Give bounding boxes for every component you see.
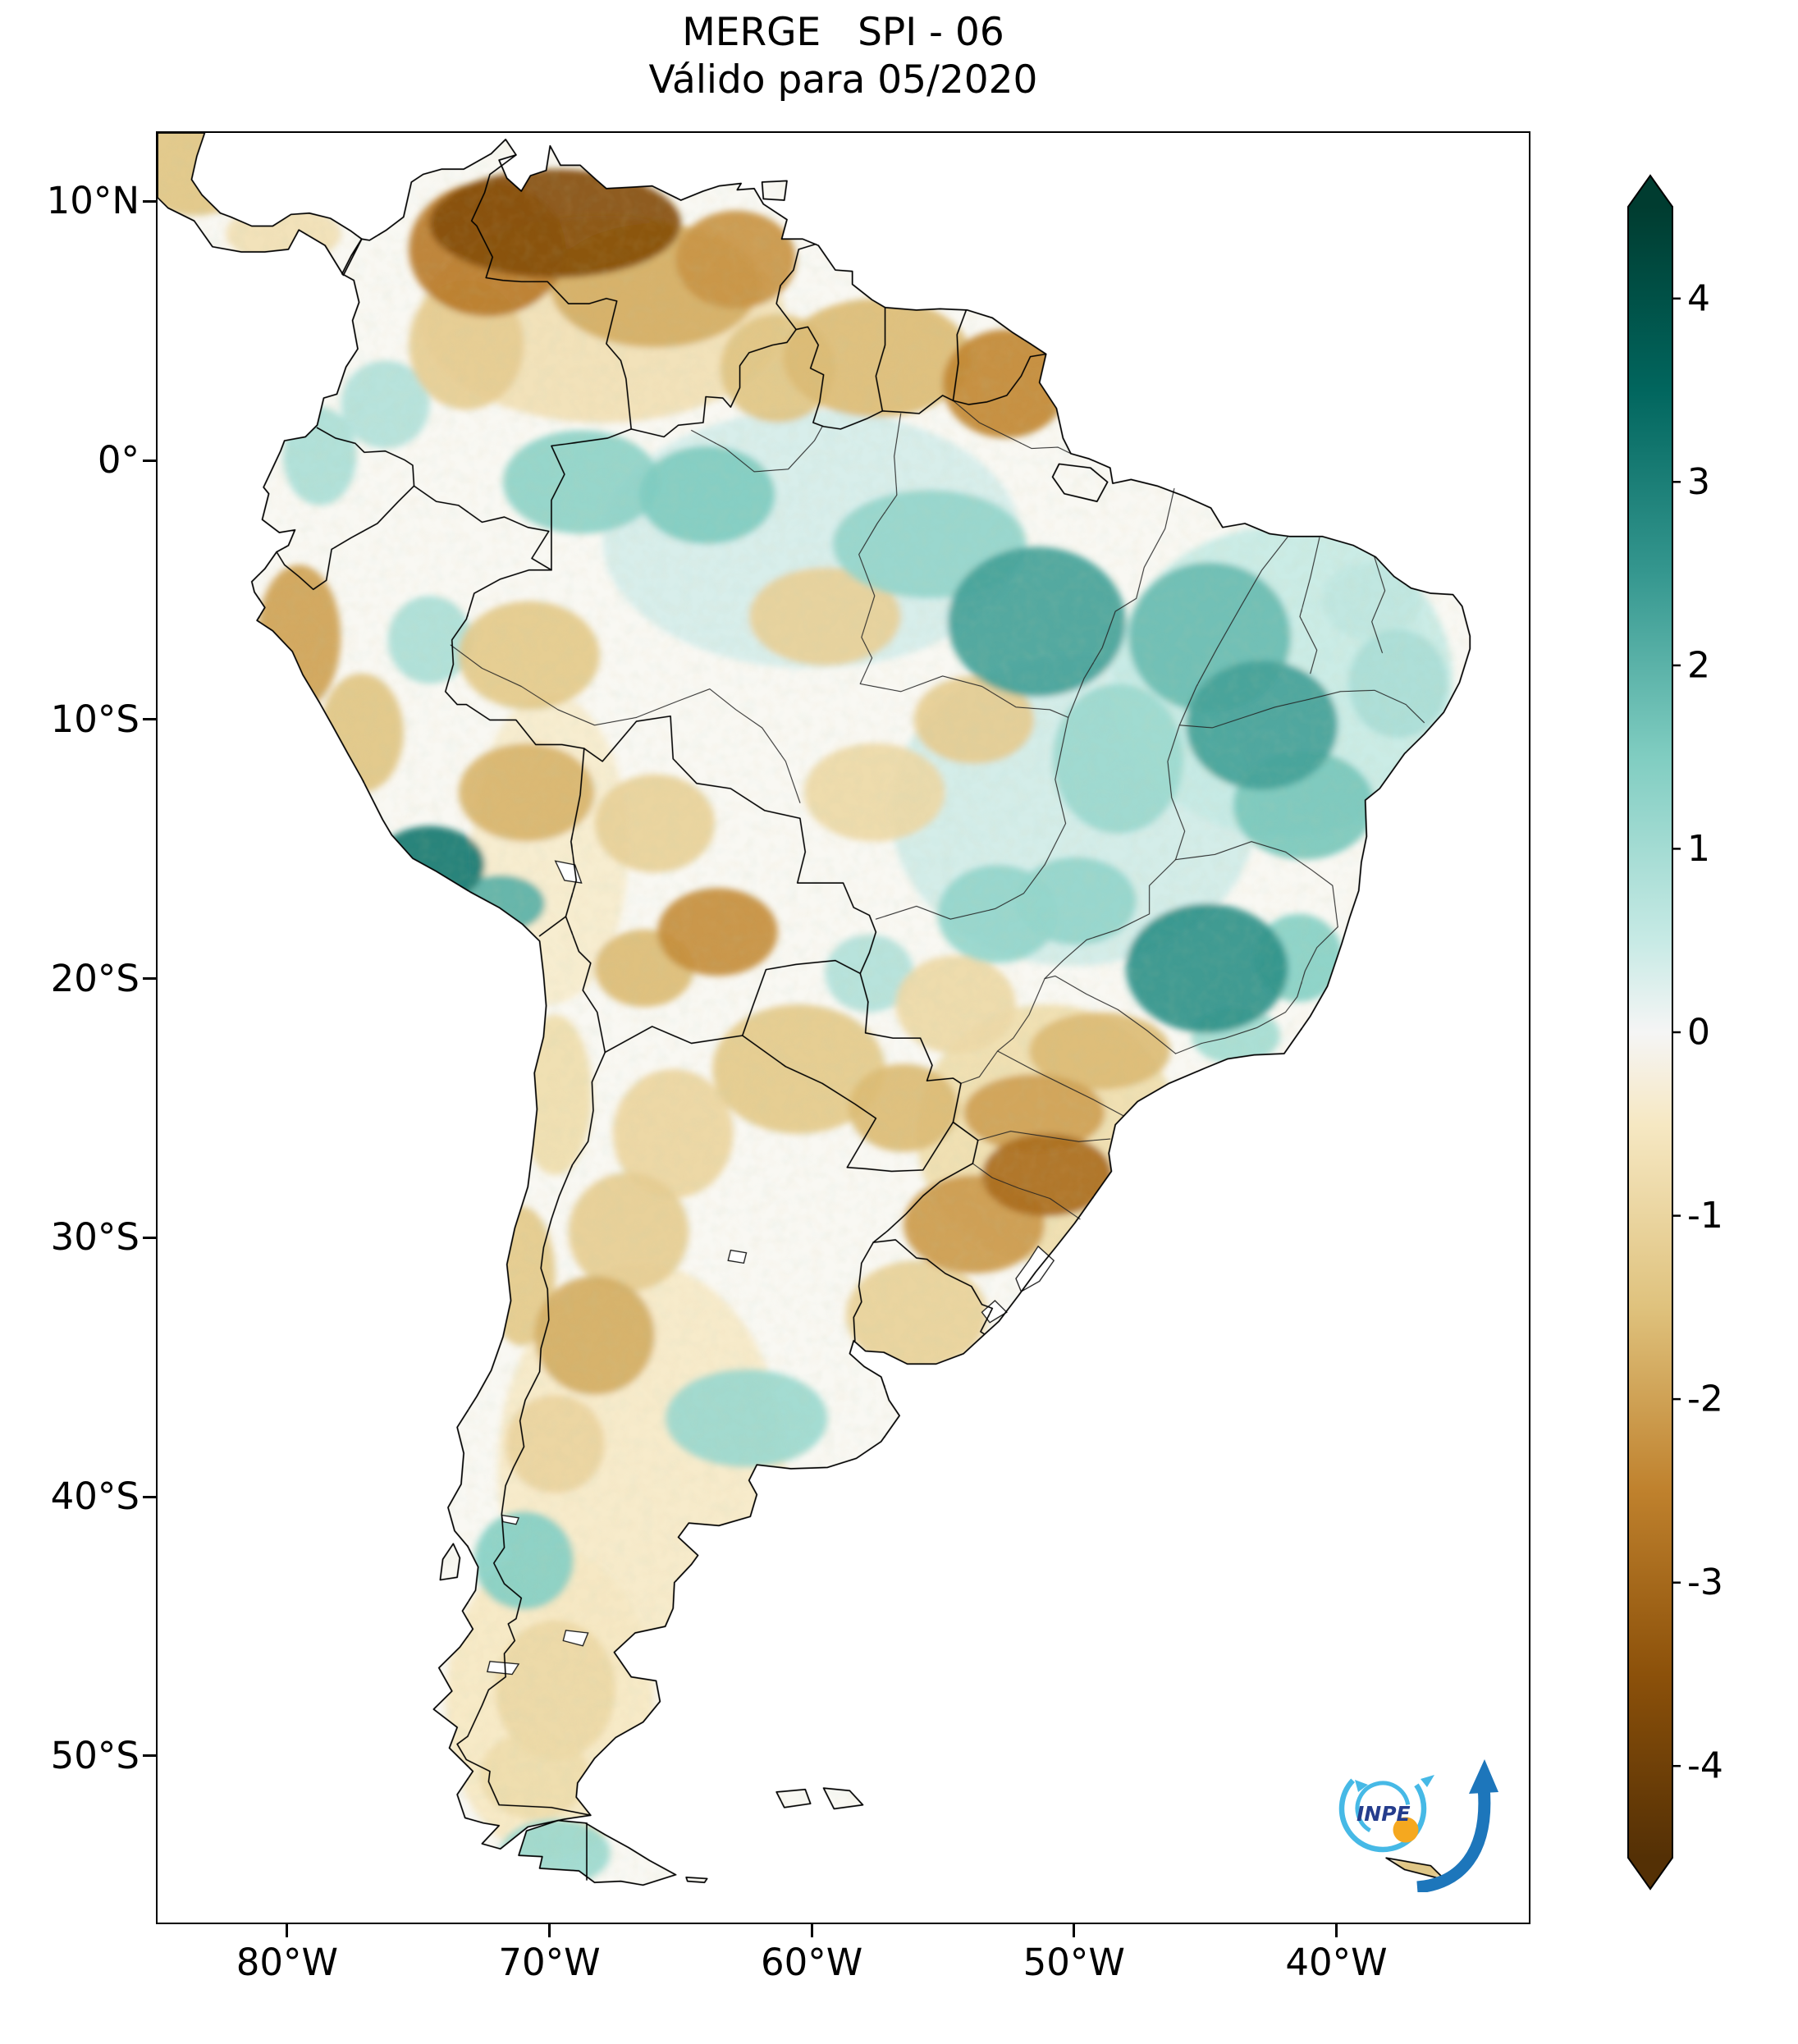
- y-tick-mark: [143, 1236, 156, 1239]
- colorbar-tick-label: -2: [1687, 1379, 1723, 1420]
- x-tick-label: 40°W: [1285, 1941, 1388, 1984]
- x-tick-label: 60°W: [761, 1941, 863, 1984]
- inpe-logo-ball: [1393, 1817, 1419, 1843]
- y-tick-mark: [143, 1495, 156, 1498]
- swirl-arc-inner: [1355, 1781, 1411, 1836]
- y-tick-mark: [143, 1754, 156, 1758]
- x-tick-label: 70°W: [498, 1941, 601, 1984]
- swirl-arrowhead-outer-icon: [1421, 1775, 1434, 1787]
- chart-subtitle: Válido para 05/2020: [648, 57, 1038, 103]
- y-tick-mark: [143, 199, 156, 203]
- x-tick-label: 80°W: [236, 1941, 338, 1984]
- coastline-layer: [158, 133, 1471, 1886]
- y-tick-label: 40°S: [50, 1475, 140, 1518]
- colorbar-tick-label: -1: [1687, 1195, 1723, 1237]
- y-tick-mark: [143, 459, 156, 462]
- country-borders-layer: [276, 154, 1047, 1881]
- swirl-arrowhead-inner-icon: [1355, 1780, 1368, 1792]
- map-plot-area: INPE: [156, 131, 1530, 1924]
- inpe-logo: INPE: [1338, 1759, 1498, 1892]
- colorbar-tick-label: 4: [1687, 277, 1710, 319]
- x-tick-label: 50°W: [1023, 1941, 1125, 1984]
- y-tick-label: 10°N: [46, 179, 140, 223]
- colorbar-tick-label: 2: [1687, 644, 1710, 686]
- inpe-logo-arrow-icon: [1416, 1759, 1498, 1892]
- x-tick-mark: [1073, 1924, 1076, 1937]
- colorbar-tick-label: 0: [1687, 1012, 1710, 1054]
- x-tick-mark: [547, 1924, 551, 1937]
- colorbar-gradient: [1627, 174, 1673, 1891]
- colorbar-tick-label: 1: [1687, 828, 1710, 870]
- x-tick-mark: [286, 1924, 289, 1937]
- colorbar-tick-label: -3: [1687, 1562, 1723, 1603]
- colorbar-tick-label: 3: [1687, 461, 1710, 503]
- state-borders-layer: [450, 400, 1425, 1220]
- inpe-logo-text: INPE: [1357, 1802, 1411, 1826]
- y-tick-mark: [143, 977, 156, 980]
- south-america-map: [158, 133, 1529, 1923]
- inpe-logo-swirl: INPE: [1338, 1764, 1434, 1853]
- y-tick-label: 30°S: [50, 1215, 140, 1260]
- y-tick-label: 10°S: [50, 697, 140, 741]
- y-tick-label: 50°S: [50, 1733, 140, 1777]
- y-tick-label: 20°S: [50, 956, 140, 1000]
- x-tick-mark: [1334, 1924, 1338, 1937]
- colorbar: 4 3 2 1 0 -1 -2 -3 -4: [1627, 174, 1723, 1891]
- y-tick-label: 0°: [97, 438, 140, 482]
- colorbar-tick-label: -4: [1687, 1745, 1723, 1787]
- x-tick-mark: [810, 1924, 813, 1937]
- y-tick-mark: [143, 718, 156, 721]
- chart-title: MERGE SPI - 06: [682, 10, 1004, 55]
